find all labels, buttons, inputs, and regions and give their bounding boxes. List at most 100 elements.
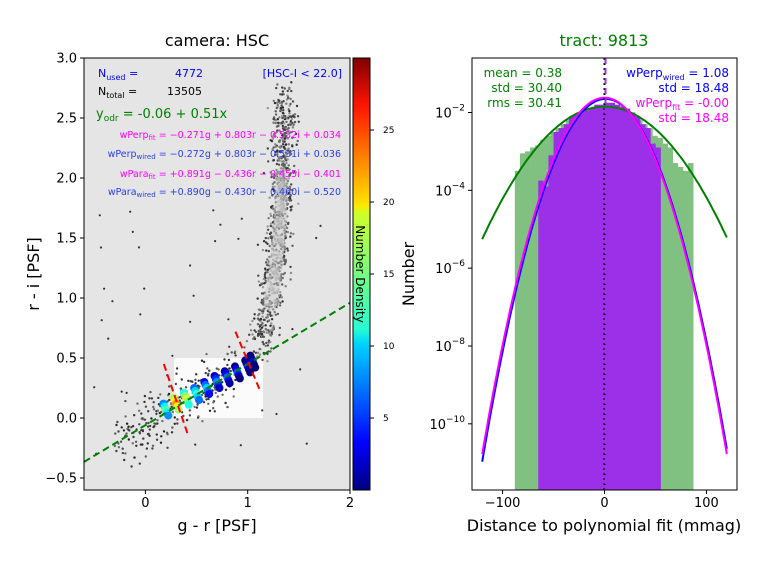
y-tick-label: 10−4 [435, 181, 465, 199]
scatter-point [274, 313, 277, 316]
scatter-point [281, 86, 284, 89]
scatter-point [144, 455, 147, 458]
scatter-point [200, 359, 204, 362]
colorbar-tick-label: 20 [383, 198, 395, 208]
scatter-point [278, 140, 281, 143]
scatter-point [276, 125, 279, 128]
histogram-bar [682, 170, 689, 490]
scatter-point [278, 333, 281, 337]
scatter-point [272, 99, 275, 103]
scatter-point [170, 405, 173, 408]
histogram-bar [530, 147, 536, 490]
scatter-point [121, 447, 124, 450]
y-tick-label: 2.5 [56, 112, 77, 127]
scatter-point [264, 236, 267, 240]
y-odr-equation: yodr = -0.06 + 0.51x [96, 107, 228, 124]
scatter-point [286, 167, 289, 170]
scatter-point [114, 432, 117, 435]
scatter-point [168, 398, 171, 402]
scatter-point [121, 451, 125, 455]
scatter-point [135, 444, 138, 447]
scatter-point [262, 343, 265, 346]
scatter-point [195, 406, 199, 409]
scatter-point [269, 334, 272, 337]
scatter-point [196, 403, 199, 406]
gaussian-curve-magenta [481, 96, 728, 455]
histogram-bar [662, 143, 668, 490]
scatter-point [111, 300, 114, 303]
scatter-point [276, 118, 279, 121]
scatter-point [126, 427, 129, 430]
scatter-point [279, 291, 282, 294]
scatter-point [293, 120, 297, 124]
scatter-point [278, 101, 281, 105]
scatter-point [184, 386, 188, 389]
scatter-point [156, 419, 159, 422]
scatter-point [182, 414, 185, 418]
scatter-point [175, 372, 178, 375]
scatter-point [257, 332, 260, 336]
scatter-point [197, 379, 200, 382]
x-tick-label: 100 [694, 496, 719, 511]
scatter-point [266, 268, 269, 272]
scatter-point [144, 405, 148, 408]
y-tick-exponent: −2 [452, 103, 465, 113]
scatter-point [159, 441, 163, 444]
histogram-bar [609, 102, 615, 490]
scatter-point [226, 363, 229, 367]
scatter-point [148, 397, 151, 400]
scatter-point [292, 114, 295, 117]
locus-density-glow [263, 166, 289, 312]
scatter-point [261, 302, 265, 305]
scatter-point [253, 313, 256, 316]
scatter-point [140, 429, 143, 432]
scatter-point [223, 358, 226, 361]
scatter-point [274, 135, 277, 138]
scatter-point [281, 143, 285, 146]
y-tick-exponent: −10 [446, 415, 465, 425]
scatter-point [263, 273, 267, 276]
scatter-point [271, 327, 274, 330]
density-cell [205, 390, 214, 398]
scatter-point [288, 168, 291, 171]
scatter-point [281, 120, 285, 123]
scatter-point [224, 388, 228, 391]
scatter-point [117, 430, 120, 433]
scatter-point [166, 446, 169, 449]
scatter-point [274, 113, 278, 116]
scatter-point [264, 324, 267, 327]
y-tick-base: 10 [429, 418, 446, 433]
scatter-point [256, 243, 260, 246]
y-tick-label: −0.5 [45, 472, 77, 487]
scatter-point [282, 122, 286, 125]
scatter-point [287, 143, 290, 146]
scatter-point [286, 247, 289, 250]
scatter-point [286, 249, 290, 252]
scatter-point [290, 183, 293, 186]
y-tick-label: 2.0 [56, 172, 77, 187]
wperp-fit-std-stat: std = 18.48 [658, 111, 729, 125]
scatter-point [248, 333, 251, 336]
scatter-point [279, 131, 282, 134]
scatter-point [128, 429, 131, 432]
density-cell [184, 400, 193, 409]
scatter-point [289, 172, 293, 175]
scatter-point [267, 237, 270, 240]
scatter-point [284, 285, 287, 288]
scatter-point [206, 367, 209, 370]
y-tick-base: 10 [435, 106, 452, 121]
std-stat: std = 30.40 [491, 81, 562, 95]
scatter-point [297, 202, 300, 205]
histogram-bar [543, 186, 549, 490]
scatter-point [202, 391, 205, 395]
scatter-point [262, 335, 266, 339]
scatter-point [315, 236, 318, 240]
scatter-point [148, 428, 151, 431]
scatter-point [294, 132, 298, 136]
scatter-point [259, 317, 262, 321]
histogram-bar [538, 180, 544, 490]
scatter-point [281, 155, 285, 158]
scatter-point [212, 407, 215, 410]
scatter-point [170, 431, 174, 434]
scatter-point [152, 405, 155, 409]
